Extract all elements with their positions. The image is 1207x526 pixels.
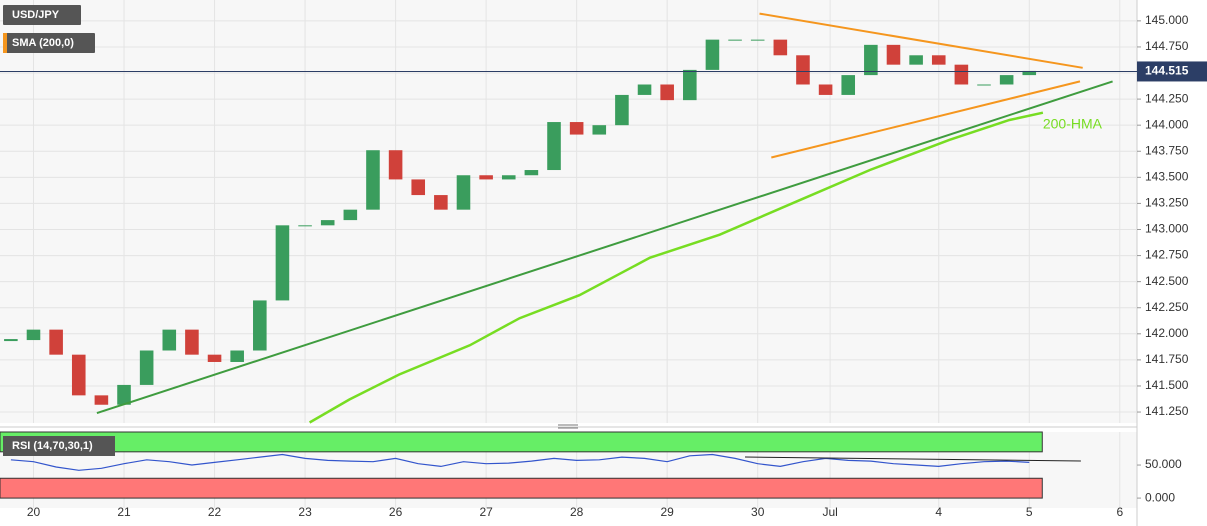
- candle: [253, 300, 267, 351]
- candle: [230, 350, 244, 362]
- candle: [117, 384, 131, 405]
- candle: [637, 84, 652, 95]
- legend-box: [3, 5, 81, 25]
- x-tick-label: 30: [751, 505, 765, 519]
- legend-box: [3, 33, 95, 53]
- candle: [841, 75, 856, 95]
- y-tick-label: 143.750: [1145, 143, 1189, 157]
- candle: [977, 84, 991, 86]
- candle: [569, 122, 584, 135]
- candle: [185, 329, 199, 355]
- candle: [750, 39, 765, 41]
- candle: [411, 179, 426, 196]
- trend-line: [759, 12, 1083, 69]
- rsi-line: [10, 453, 1030, 471]
- oversold-band: [0, 477, 1043, 499]
- resize-grip[interactable]: [558, 424, 578, 429]
- candle: [320, 220, 335, 226]
- x-tick-label: 6: [1116, 505, 1123, 519]
- candle: [298, 225, 312, 227]
- price-tag-label: 144.515: [1145, 64, 1189, 78]
- candle: [388, 150, 403, 180]
- candle: [162, 329, 177, 351]
- candle: [773, 39, 788, 56]
- y-tick-label: 142.500: [1145, 274, 1189, 288]
- x-tick-label: 26: [389, 505, 403, 519]
- series-label: 200-HMA: [1043, 115, 1103, 131]
- x-tick-label: 20: [27, 505, 41, 519]
- x-tick-label: Jul: [822, 505, 837, 519]
- candle: [705, 39, 720, 70]
- candle: [501, 175, 516, 180]
- candle: [479, 175, 493, 180]
- rsi-trend-line: [744, 456, 1081, 462]
- candle: [818, 84, 833, 95]
- x-tick-label: 28: [570, 505, 584, 519]
- legend-label: USD/JPY: [12, 9, 60, 21]
- overbought-band: [0, 431, 1043, 453]
- x-tick-label: 4: [935, 505, 942, 519]
- candle: [139, 350, 154, 385]
- y-tick-label: 143.500: [1145, 170, 1189, 184]
- y-tick-label: 50.000: [1145, 457, 1182, 471]
- candle: [434, 195, 448, 210]
- candle: [26, 329, 41, 341]
- candle: [1022, 70, 1037, 76]
- x-tick-label: 21: [117, 505, 131, 519]
- candle: [343, 209, 358, 221]
- y-tick-label: 142.250: [1145, 300, 1189, 314]
- candle: [547, 122, 561, 171]
- rsi-title: RSI (14,70,30,1): [12, 440, 93, 452]
- candle: [207, 354, 222, 362]
- y-tick-label: 144.000: [1145, 117, 1189, 131]
- y-tick-label: 144.250: [1145, 91, 1189, 105]
- x-tick-label: 29: [660, 505, 674, 519]
- y-tick-label: 143.250: [1145, 196, 1189, 210]
- legend-box: [3, 436, 115, 456]
- candle: [275, 225, 290, 301]
- x-tick-label: 23: [298, 505, 312, 519]
- legend-swatch: [3, 33, 7, 53]
- candle: [954, 64, 969, 85]
- candle: [71, 354, 86, 396]
- y-tick-label: 145.000: [1145, 13, 1189, 27]
- y-tick-label: 141.250: [1145, 404, 1189, 418]
- candle: [886, 44, 901, 65]
- candle: [524, 170, 539, 176]
- candle: [94, 395, 109, 405]
- x-tick-label: 5: [1026, 505, 1033, 519]
- legend-label: SMA (200,0): [12, 37, 74, 49]
- candle: [999, 75, 1014, 85]
- candle: [456, 175, 471, 210]
- candle: [49, 329, 63, 355]
- trend-line: [771, 80, 1081, 159]
- candle: [660, 84, 674, 101]
- candle: [796, 55, 810, 85]
- y-tick-label: 144.750: [1145, 39, 1189, 53]
- y-tick-label: 141.750: [1145, 352, 1189, 366]
- candle: [931, 55, 946, 65]
- price-tag: [1137, 61, 1207, 82]
- candle: [909, 55, 923, 65]
- hma-line: [308, 111, 1044, 424]
- candle: [683, 69, 697, 101]
- candle: [615, 94, 629, 126]
- y-tick-label: 0.000: [1145, 490, 1175, 504]
- x-tick-label: 27: [479, 505, 493, 519]
- y-tick-label: 142.750: [1145, 248, 1189, 262]
- y-tick-label: 143.000: [1145, 222, 1189, 236]
- candle: [592, 125, 607, 135]
- x-tick-label: 22: [208, 505, 222, 519]
- candle: [864, 44, 878, 76]
- candle: [728, 39, 742, 41]
- y-tick-label: 142.000: [1145, 326, 1189, 340]
- candle: [366, 150, 380, 210]
- y-tick-label: 141.500: [1145, 378, 1189, 392]
- trend-line: [96, 80, 1113, 415]
